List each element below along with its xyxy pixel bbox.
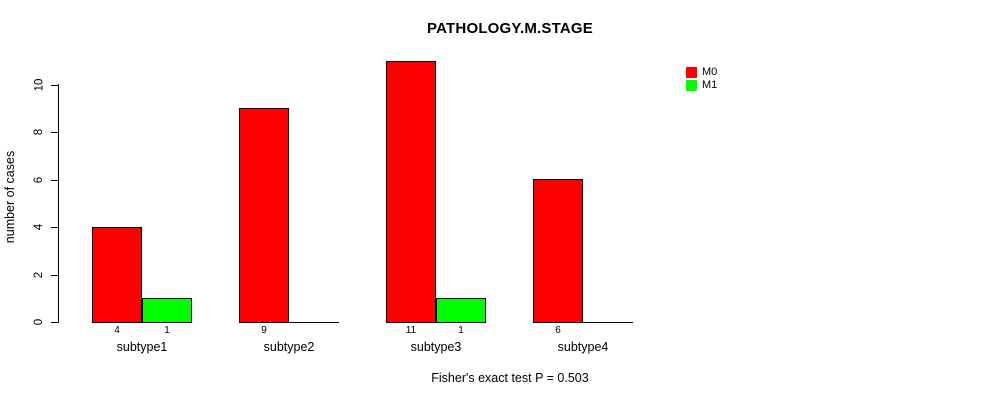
y-tick-label-text: 0 xyxy=(33,318,45,326)
legend-label-m1: M1 xyxy=(702,78,718,91)
category-label-subtype2: subtype2 xyxy=(263,340,315,354)
bar-subtype1-M0 xyxy=(92,227,142,323)
bar-value-subtype2-M0: 9 xyxy=(261,325,267,336)
bar-subtype3-M1 xyxy=(436,298,486,323)
baseline-subtype2 xyxy=(239,322,339,323)
bar-subtype4-M0 xyxy=(533,179,583,323)
bar-subtype1-M1 xyxy=(142,298,192,323)
chart-title: PATHOLOGY.M.STAGE xyxy=(427,20,593,37)
bar-value-subtype4-M0: 6 xyxy=(555,325,561,336)
legend: M0 M1 xyxy=(686,66,717,92)
y-tick-label-text: 4 xyxy=(33,223,45,231)
bar-subtype3-M0 xyxy=(386,61,436,323)
bar-value-subtype3-M1: 1 xyxy=(458,325,464,336)
y-tick-6 xyxy=(51,179,58,181)
category-label-subtype4: subtype4 xyxy=(557,340,609,354)
y-tick-0 xyxy=(51,322,58,323)
y-tick-label-text: 6 xyxy=(33,176,45,183)
legend-swatch-m0 xyxy=(686,66,697,78)
y-tick-label-text: 2 xyxy=(33,271,45,278)
bar-value-subtype1-M0: 4 xyxy=(114,325,120,336)
legend-row-m1: M1 xyxy=(686,79,717,92)
category-label-subtype3: subtype3 xyxy=(410,340,462,354)
y-tick-8 xyxy=(51,132,58,133)
y-axis-line xyxy=(58,84,59,323)
y-tick-label-text: 8 xyxy=(33,128,45,136)
legend-row-m0: M0 xyxy=(686,66,717,79)
baseline-subtype4 xyxy=(533,322,633,323)
y-tick-2 xyxy=(51,274,58,276)
statistical-test-annotation: Fisher's exact test P = 0.503 xyxy=(431,371,589,385)
bar-value-subtype3-M0: 11 xyxy=(405,325,417,336)
legend-label-m0: M0 xyxy=(702,65,718,78)
category-label-subtype1: subtype1 xyxy=(116,340,168,354)
legend-swatch-m1 xyxy=(686,79,697,91)
y-tick-10 xyxy=(51,84,58,86)
y-tick-4 xyxy=(51,227,58,228)
y-tick-label-text: 10 xyxy=(33,78,46,91)
bar-subtype2-M0 xyxy=(239,108,289,323)
bar-value-subtype1-M1: 1 xyxy=(164,325,170,336)
y-axis-title-text: number of cases xyxy=(3,150,18,244)
